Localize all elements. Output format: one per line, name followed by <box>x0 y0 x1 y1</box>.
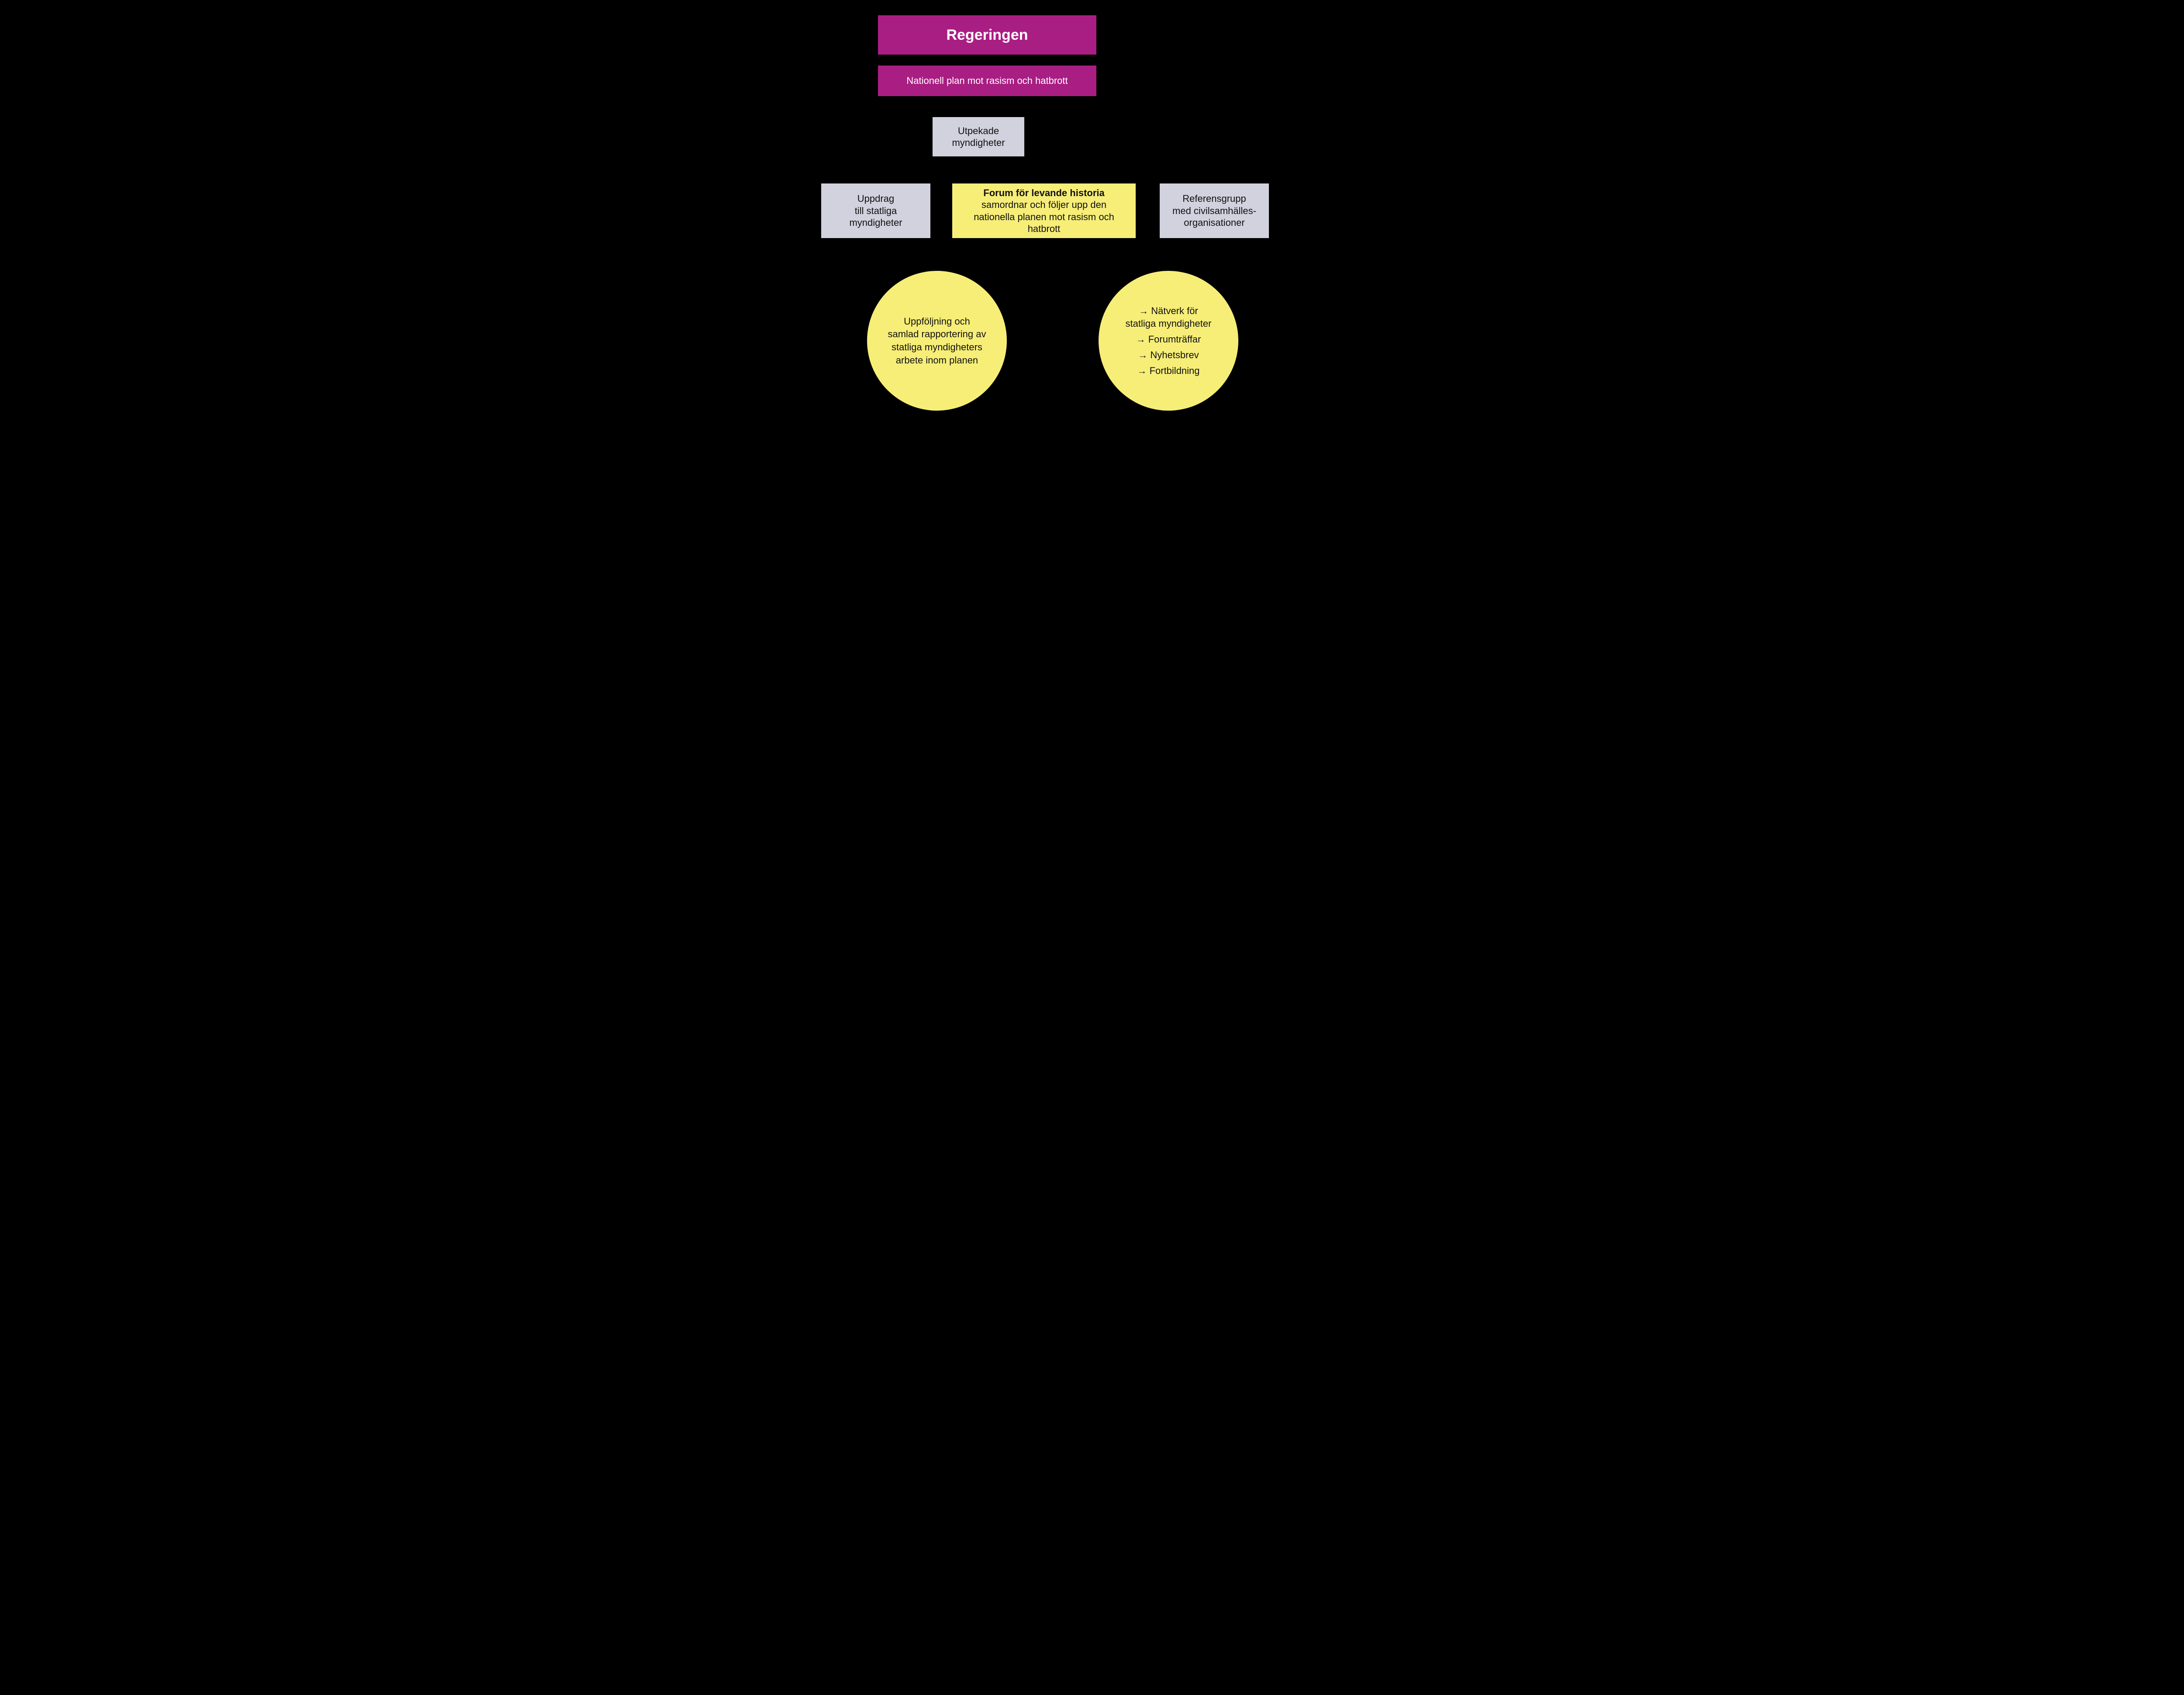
activities-item: → Nätverk förstatliga myndigheter <box>1126 304 1212 330</box>
node-uppdrag-label: Uppdragtill statligamyndigheter <box>849 193 902 229</box>
node-regeringen: Regeringen <box>878 15 1096 55</box>
node-regeringen-label: Regeringen <box>946 26 1028 45</box>
node-nationell-plan: Nationell plan mot rasism och hatbrott <box>878 66 1096 96</box>
activities-item: → Fortbildning <box>1137 364 1199 377</box>
node-nationell-plan-label: Nationell plan mot rasism och hatbrott <box>906 75 1068 87</box>
node-forum-rest: samordnar och följer upp den nationella … <box>974 199 1114 234</box>
node-utpekade-myndigheter: Utpekademyndigheter <box>933 117 1024 156</box>
node-uppfoljning-circle: Uppföljning ochsamlad rapportering avsta… <box>867 271 1007 411</box>
node-utpekade-label: Utpekademyndigheter <box>952 125 1005 149</box>
node-uppdrag: Uppdragtill statligamyndigheter <box>821 183 930 238</box>
node-forum-bold: Forum för levande historia <box>983 187 1105 198</box>
activities-item: → Nyhetsbrev <box>1138 349 1199 362</box>
node-referensgrupp-label: Referensgruppmed civilsamhälles-organisa… <box>1172 193 1256 229</box>
node-forum-text: Forum för levande historia samordnar och… <box>952 187 1136 235</box>
node-uppfoljning-label: Uppföljning ochsamlad rapportering avsta… <box>888 315 986 367</box>
node-activities-circle: → Nätverk förstatliga myndigheter → Forum… <box>1099 271 1238 411</box>
diagram-canvas: Regeringen Nationell plan mot rasism och… <box>806 0 1378 424</box>
node-forum: Forum för levande historia samordnar och… <box>952 183 1136 238</box>
node-referensgrupp: Referensgruppmed civilsamhälles-organisa… <box>1160 183 1269 238</box>
activities-item: → Forumträffar <box>1136 333 1201 346</box>
